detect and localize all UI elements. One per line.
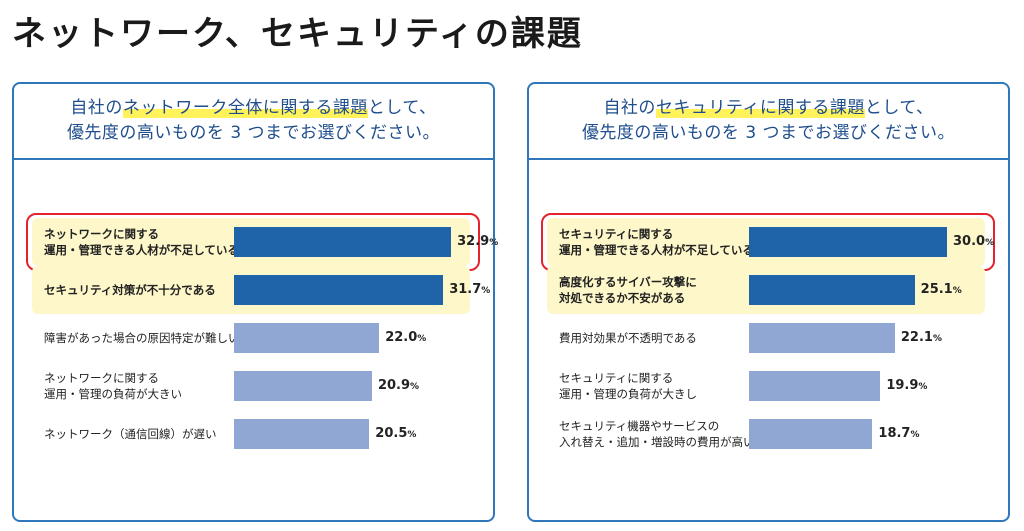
network-bar-chart: ネットワークに関する 運用・管理できる人材が不足している 32.9% セキュリティ対策…	[14, 160, 498, 520]
value-label: 32.9%	[457, 234, 498, 249]
category-label-line: 運用・管理できる人材が不足している	[44, 243, 239, 257]
value-label: 19.9%	[886, 378, 927, 393]
category-label-line: 対処できるか不安がある	[559, 291, 686, 305]
chart-row: セキュリティ機器やサービスの入れ替え・追加・増設時の費用が高い 18.7%	[529, 414, 1008, 454]
value-number: 25.1	[920, 282, 953, 297]
page-title: ネットワーク、セキュリティの課題	[12, 14, 583, 54]
question-line-1: 自社のセキュリティに関する課題として、	[603, 96, 933, 121]
category-label: セキュリティ対策が不十分である	[44, 270, 234, 310]
question-suffix: として、	[864, 98, 934, 118]
question-line-2: 優先度の高いものを 3 つまでお選びください。	[66, 123, 441, 143]
chart-row: ネットワークに関する運用・管理の負荷が大きい 20.9%	[14, 366, 493, 406]
category-label-line: 費用対効果が不透明である	[559, 331, 697, 345]
category-label-line: セキュリティに関する	[559, 227, 674, 241]
question-highlight: セキュリティに関する課題	[655, 98, 865, 118]
category-label-line: 高度化するサイバー攻撃に	[559, 275, 697, 289]
category-label: ネットワークに関する運用・管理の負荷が大きい	[44, 366, 234, 406]
value-unit: %	[481, 286, 491, 296]
value-unit: %	[407, 430, 417, 440]
chart-row: ネットワークに関する運用・管理できる人材が不足している 32.9%	[14, 213, 498, 271]
bar	[234, 227, 452, 257]
security-question: 自社のセキュリティに関する課題として、 優先度の高いものを 3 つまでお選びくだ…	[529, 84, 1008, 160]
category-label-line: 運用・管理できる人材が不足している	[559, 243, 754, 257]
question-highlight: ネットワーク全体に関する課題	[122, 98, 368, 118]
value-label: 22.0%	[385, 330, 426, 345]
question-prefix: 自社の	[603, 98, 656, 118]
value-number: 20.5	[375, 426, 408, 441]
category-label-line: 運用・管理の負荷が大きい	[44, 387, 182, 401]
value-label: 22.1%	[901, 330, 942, 345]
security-bar-chart: セキュリティに関する 運用・管理できる人材が不足している 30.0% 高度化するサイバ…	[529, 160, 1008, 520]
category-label: ネットワークに関する運用・管理できる人材が不足している	[44, 222, 239, 262]
question-suffix: として、	[367, 98, 437, 118]
category-label: ネットワーク（通信回線）が遅い	[44, 414, 234, 454]
value-label: 18.7%	[878, 426, 919, 441]
chart-row: 費用対効果が不透明である 22.1%	[529, 318, 1008, 358]
question-line-2: 優先度の高いものを 3 つまでお選びください。	[581, 123, 956, 143]
security-issues-panel: 自社のセキュリティに関する課題として、 優先度の高いものを 3 つまでお選びくだ…	[527, 82, 1010, 522]
category-label-line: セキュリティに関する	[559, 371, 674, 385]
value-number: 30.0	[953, 234, 986, 249]
value-label: 20.5%	[375, 426, 416, 441]
value-number: 32.9	[457, 234, 490, 249]
value-label: 30.0%	[953, 234, 994, 249]
value-number: 18.7	[878, 426, 911, 441]
network-issues-panel: 自社のネットワーク全体に関する課題として、 優先度の高いものを 3 つまでお選び…	[12, 82, 498, 522]
category-label: セキュリティに関する運用・管理の負荷が大きし	[559, 366, 749, 406]
category-label-line: ネットワークに関する	[44, 227, 159, 241]
chart-row: 障害があった場合の原因特定が難しい 22.0%	[14, 318, 493, 358]
chart-row: セキュリティに関する運用・管理できる人材が不足している 30.0%	[529, 213, 1008, 271]
question-prefix: 自社の	[70, 98, 123, 118]
value-label: 25.1%	[921, 282, 962, 297]
category-label-line: 障害があった場合の原因特定が難しい	[44, 331, 240, 345]
category-label-line: 入れ替え・追加・増設時の費用が高い	[559, 435, 755, 449]
question-line-1: 自社のネットワーク全体に関する課題として、	[70, 96, 436, 121]
bar	[234, 323, 380, 353]
bar	[234, 371, 372, 401]
bar	[234, 275, 444, 305]
network-question: 自社のネットワーク全体に関する課題として、 優先度の高いものを 3 つまでお選び…	[14, 84, 493, 160]
value-number: 19.9	[886, 378, 919, 393]
bar	[749, 227, 947, 257]
category-label: セキュリティに関する運用・管理できる人材が不足している	[559, 222, 754, 262]
value-label: 20.9%	[378, 378, 419, 393]
chart-row: 高度化するサイバー攻撃に 対処できるか不安がある 25.1%	[529, 266, 1008, 314]
category-label-line: セキュリティ対策が不十分である	[44, 283, 216, 297]
value-number: 31.7	[449, 282, 482, 297]
value-number: 22.1	[900, 330, 933, 345]
bar	[749, 275, 915, 305]
value-unit: %	[417, 334, 427, 344]
chart-row: セキュリティに関する運用・管理の負荷が大きし 19.9%	[529, 366, 1008, 406]
value-label: 31.7%	[449, 282, 490, 297]
bar	[749, 323, 895, 353]
value-unit: %	[985, 238, 995, 248]
value-unit: %	[932, 334, 942, 344]
bar	[749, 419, 873, 449]
value-number: 20.9	[377, 378, 411, 393]
category-label: 障害があった場合の原因特定が難しい	[44, 318, 240, 358]
category-label-line: ネットワーク（通信回線）が遅い	[44, 427, 217, 441]
value-unit: %	[918, 382, 928, 392]
bar	[749, 371, 881, 401]
category-label-line: ネットワークに関する	[44, 371, 159, 385]
category-label: 高度化するサイバー攻撃に 対処できるか不安がある	[559, 270, 749, 310]
category-label-line: 運用・管理の負荷が大きし	[559, 387, 697, 401]
value-unit: %	[489, 238, 499, 248]
chart-row: ネットワーク（通信回線）が遅い 20.5%	[14, 414, 493, 454]
value-number: 22.0	[385, 330, 418, 345]
value-unit: %	[410, 382, 420, 392]
value-unit: %	[952, 286, 962, 296]
category-label: 費用対効果が不透明である	[559, 318, 749, 358]
value-unit: %	[910, 430, 920, 440]
bar	[234, 419, 370, 449]
category-label-line: セキュリティ機器やサービスの	[559, 419, 720, 433]
chart-row: セキュリティ対策が不十分である 31.7%	[14, 266, 493, 314]
category-label: セキュリティ機器やサービスの入れ替え・追加・増設時の費用が高い	[559, 414, 755, 454]
